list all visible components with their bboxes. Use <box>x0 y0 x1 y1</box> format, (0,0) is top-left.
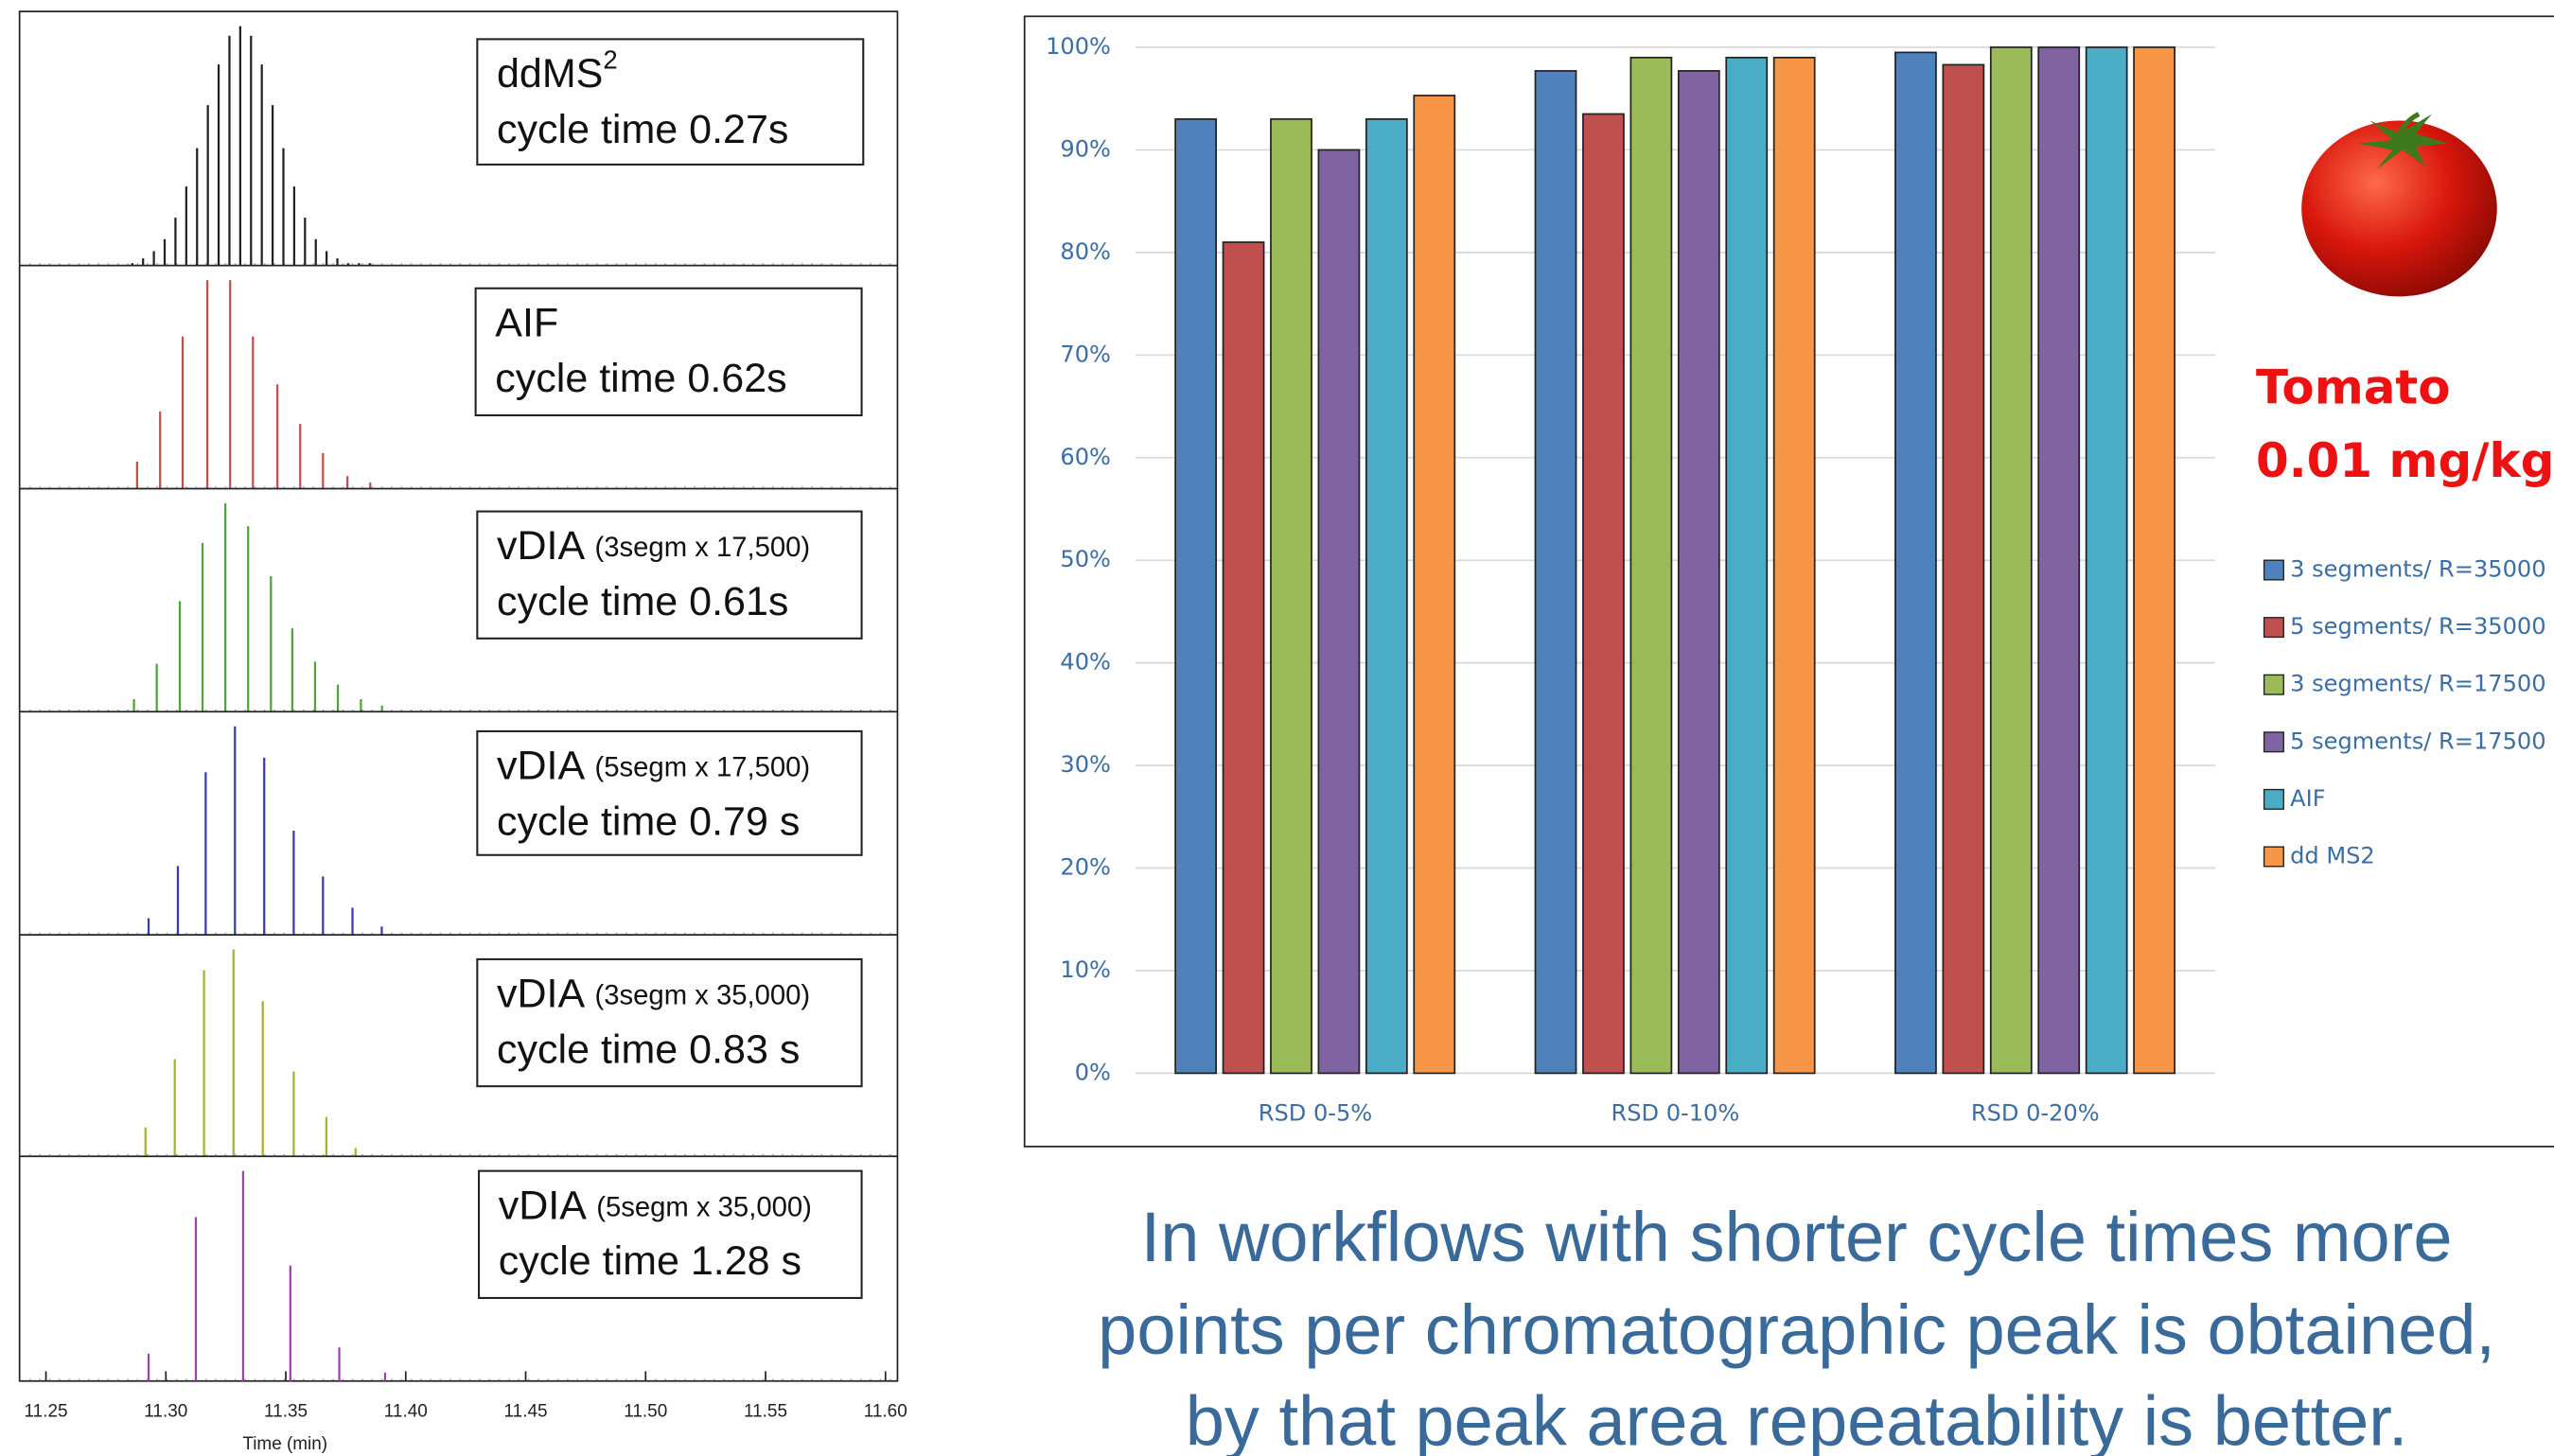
panel-label: ddMS2 <box>497 45 618 97</box>
panel-label: vDIA (3segm x 17,500) <box>497 524 810 570</box>
bar <box>2133 46 2175 1075</box>
y-tick-label: 0% <box>1075 1059 1111 1085</box>
cycle-time: cycle time 1.28 s <box>499 1238 801 1284</box>
y-tick-label: 20% <box>1060 854 1111 881</box>
bar <box>1582 113 1625 1075</box>
bar <box>1772 56 1816 1075</box>
legend-label: dd MS2 <box>2290 842 2375 868</box>
bar <box>1222 241 1265 1075</box>
x-tick-label: 11.30 <box>144 1401 187 1421</box>
panel-label: vDIA (3segm x 35,000) <box>497 972 810 1017</box>
legend-label: 3 segments/ R=17500 <box>2290 671 2545 697</box>
x-tick-label: 11.40 <box>384 1401 428 1421</box>
legend-label: 5 segments/ R=17500 <box>2290 728 2545 754</box>
method-name: vDIA <box>497 972 586 1017</box>
panel-label: vDIA (5segm x 17,500) <box>497 744 810 789</box>
sample-name: Tomato <box>2256 360 2451 415</box>
bar <box>1894 51 1937 1075</box>
bar <box>2085 46 2128 1075</box>
x-tick-label: 11.60 <box>864 1401 907 1421</box>
method-detail: (5segm x 35,000) <box>596 1192 812 1222</box>
bar <box>1534 70 1577 1075</box>
y-tick-label: 100% <box>1046 33 1111 60</box>
y-tick-label: 70% <box>1060 341 1111 367</box>
legend-label: 3 segments/ R=35000 <box>2290 556 2545 583</box>
cycle-time: cycle time 0.79 s <box>497 798 800 844</box>
legend-swatch <box>2263 846 2284 868</box>
y-tick-label: 80% <box>1060 238 1111 265</box>
bar <box>1174 118 1217 1075</box>
method-name: ddMS <box>497 51 603 96</box>
bar <box>2037 46 2081 1075</box>
legend-swatch <box>2263 674 2284 695</box>
method-detail: (3segm x 17,500) <box>595 533 811 563</box>
legend-swatch <box>2263 731 2284 753</box>
caption-line: In workflows with shorter cycle times mo… <box>1141 1198 2453 1276</box>
bar <box>1365 118 1408 1075</box>
y-tick-label: 40% <box>1060 649 1111 675</box>
y-tick-label: 30% <box>1060 751 1111 778</box>
label-box <box>474 287 863 417</box>
legend-swatch <box>2263 617 2284 639</box>
label-box <box>478 1169 863 1299</box>
y-tick-label: 10% <box>1060 956 1111 983</box>
cycle-time: cycle time 0.62s <box>495 356 786 401</box>
y-tick-label: 50% <box>1060 546 1111 572</box>
legend-swatch <box>2263 788 2284 810</box>
x-tick-label: 11.55 <box>744 1401 787 1421</box>
caption-line: by that peak area repeatability is bette… <box>1186 1381 2408 1456</box>
label-box <box>476 510 863 640</box>
x-tick-label: RSD 0-5% <box>1259 1099 1372 1126</box>
bar <box>1725 56 1769 1075</box>
chart-frame <box>1023 15 2554 1148</box>
bar <box>1942 63 1985 1075</box>
method-name: AIF <box>495 301 558 346</box>
panel-label: vDIA (5segm x 35,000) <box>499 1184 812 1229</box>
label-box <box>476 729 863 856</box>
y-tick-label: 90% <box>1060 135 1111 162</box>
tomato-image <box>2301 112 2497 297</box>
method-detail: (5segm x 17,500) <box>595 752 811 782</box>
label-box <box>476 957 863 1088</box>
label-box <box>476 38 865 166</box>
bar <box>1677 70 1720 1075</box>
bar <box>1270 118 1312 1075</box>
sample-level: 0.01 mg/kg <box>2256 433 2554 488</box>
cycle-time: cycle time 0.27s <box>497 107 788 152</box>
panel-label: AIF <box>495 301 558 346</box>
legend-swatch <box>2263 559 2284 581</box>
chromatogram-frame <box>18 10 899 1382</box>
cycle-time: cycle time 0.61s <box>497 579 788 624</box>
method-sup: 2 <box>603 45 617 75</box>
cycle-time: cycle time 0.83 s <box>497 1026 800 1072</box>
bar <box>1629 56 1673 1075</box>
legend-label: 5 segments/ R=35000 <box>2290 613 2545 640</box>
bar <box>1317 149 1361 1075</box>
method-name: vDIA <box>497 524 586 570</box>
method-name: vDIA <box>497 744 586 789</box>
method-detail: (3segm x 35,000) <box>595 980 811 1010</box>
x-tick-label: RSD 0-10% <box>1611 1099 1739 1126</box>
bar <box>1413 95 1456 1075</box>
x-tick-label: RSD 0-20% <box>1971 1099 2100 1126</box>
caption-line: points per chromatographic peak is obtai… <box>1098 1290 2495 1369</box>
x-tick-label: 11.35 <box>264 1401 308 1421</box>
legend-label: AIF <box>2290 785 2325 812</box>
x-tick-label: 11.45 <box>504 1401 548 1421</box>
x-tick-label: 11.25 <box>25 1401 68 1421</box>
x-axis-label: Time (min) <box>242 1434 327 1454</box>
y-tick-label: 60% <box>1060 444 1111 470</box>
x-tick-label: 11.50 <box>624 1401 667 1421</box>
bar <box>1989 46 2033 1075</box>
method-name: vDIA <box>499 1184 588 1229</box>
